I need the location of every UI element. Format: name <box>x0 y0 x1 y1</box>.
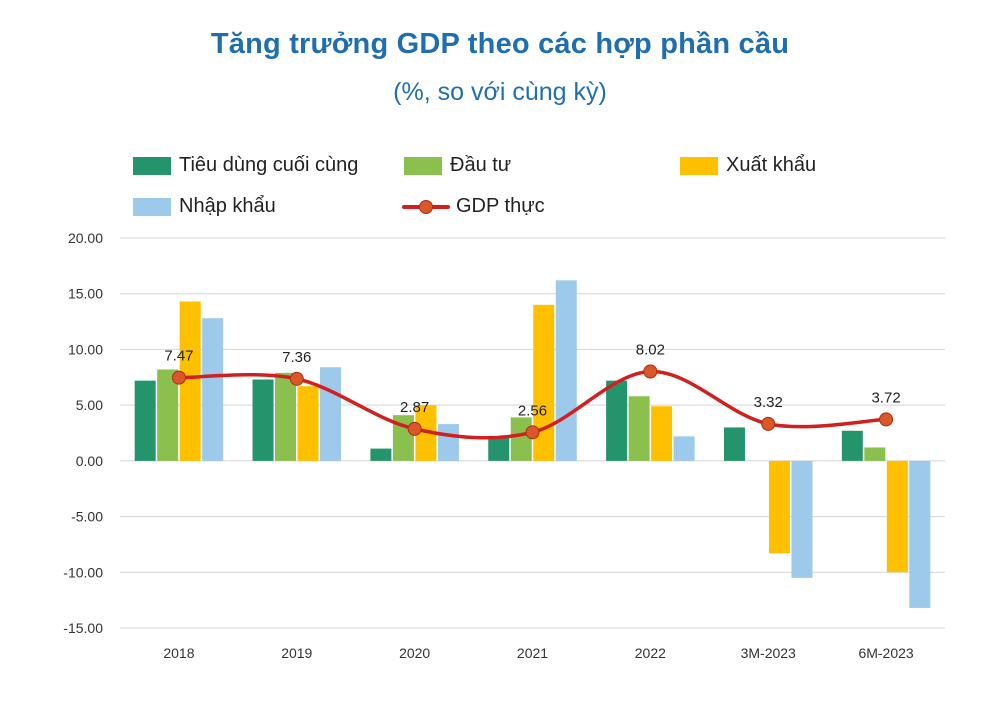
legend-swatch-consumption <box>133 156 171 175</box>
x-tick-label: 2018 <box>163 645 194 661</box>
bar-consumption <box>134 380 156 461</box>
bar-investment <box>510 417 532 461</box>
gdp-point <box>407 421 422 436</box>
bar-import <box>673 436 695 461</box>
chart-title: Tăng trưởng GDP theo các hợp phần cầu <box>210 28 790 60</box>
y-tick-label: -10.00 <box>63 564 103 580</box>
legend-label-investment: Đầu tư <box>450 154 512 176</box>
gdp-data-label: 7.36 <box>282 349 311 366</box>
bar-investment <box>275 372 297 461</box>
bar-import <box>320 367 342 461</box>
gdp-point <box>171 370 186 385</box>
legend-swatch-export <box>680 156 718 175</box>
y-tick-label: -15.00 <box>63 620 103 636</box>
bar-import <box>791 460 813 578</box>
bar-consumption <box>252 379 274 461</box>
gdp-point <box>525 425 540 440</box>
bar-export <box>886 460 908 573</box>
legend-item-investment: Đầu tư <box>404 154 511 177</box>
bar-import <box>909 460 931 608</box>
legend-label-consumption: Tiêu dùng cuối cùng <box>179 154 359 176</box>
y-tick-label: 15.00 <box>68 286 103 302</box>
legend-label-import: Nhập khẩu <box>179 195 276 217</box>
legend-swatch-import <box>133 197 171 216</box>
gdp-point <box>643 364 658 379</box>
bar-import <box>555 280 577 461</box>
gdp-point <box>879 412 894 427</box>
y-tick-label: 20.00 <box>68 230 103 246</box>
gdp-data-label: 3.32 <box>754 394 783 411</box>
bar-investment <box>628 396 650 461</box>
bar-consumption <box>370 448 392 461</box>
legend-item-gdp: GDP thực <box>402 195 545 218</box>
bar-consumption <box>488 437 510 461</box>
gdp-data-label: 2.56 <box>518 402 547 419</box>
y-tick-label: 5.00 <box>76 397 103 413</box>
bar-export <box>533 304 555 461</box>
gdp-data-label: 7.47 <box>164 348 193 365</box>
bar-export <box>297 386 319 461</box>
x-tick-label: 2020 <box>399 645 430 661</box>
x-tick-label: 3M-2023 <box>741 645 796 661</box>
bar-investment <box>864 447 886 461</box>
legend-line-gdp <box>402 198 450 216</box>
bar-import <box>437 424 459 461</box>
bar-consumption <box>841 430 863 461</box>
x-tick-label: 2019 <box>281 645 312 661</box>
legend-swatch-investment <box>404 156 442 175</box>
gdp-data-label: 3.72 <box>871 389 900 406</box>
x-tick-label: 2021 <box>517 645 548 661</box>
legend-label-export: Xuất khẩu <box>726 154 817 176</box>
gdp-point <box>289 371 304 386</box>
gdp-point <box>761 416 776 431</box>
y-tick-label: -5.00 <box>71 509 103 525</box>
bar-export <box>768 460 790 554</box>
gdp-data-label: 2.87 <box>400 399 429 416</box>
x-tick-label: 2022 <box>635 645 666 661</box>
legend-item-consumption: Tiêu dùng cuối cùng <box>133 154 358 177</box>
y-tick-label: 10.00 <box>68 341 103 357</box>
legend-label-gdp: GDP thực <box>456 195 545 217</box>
bar-consumption <box>723 427 745 461</box>
bar-consumption <box>606 380 628 461</box>
legend-item-export: Xuất khẩu <box>680 154 816 177</box>
y-tick-label: 0.00 <box>76 453 103 469</box>
bar-import <box>202 318 224 461</box>
chart-subtitle: (%, so với cùng kỳ) <box>393 78 607 106</box>
bar-investment <box>157 369 179 461</box>
gdp-data-label: 8.02 <box>636 341 665 358</box>
bar-export <box>651 406 673 461</box>
x-tick-label: 6M-2023 <box>858 645 913 661</box>
bar-export <box>179 301 201 461</box>
legend-item-import: Nhập khẩu <box>133 195 276 218</box>
